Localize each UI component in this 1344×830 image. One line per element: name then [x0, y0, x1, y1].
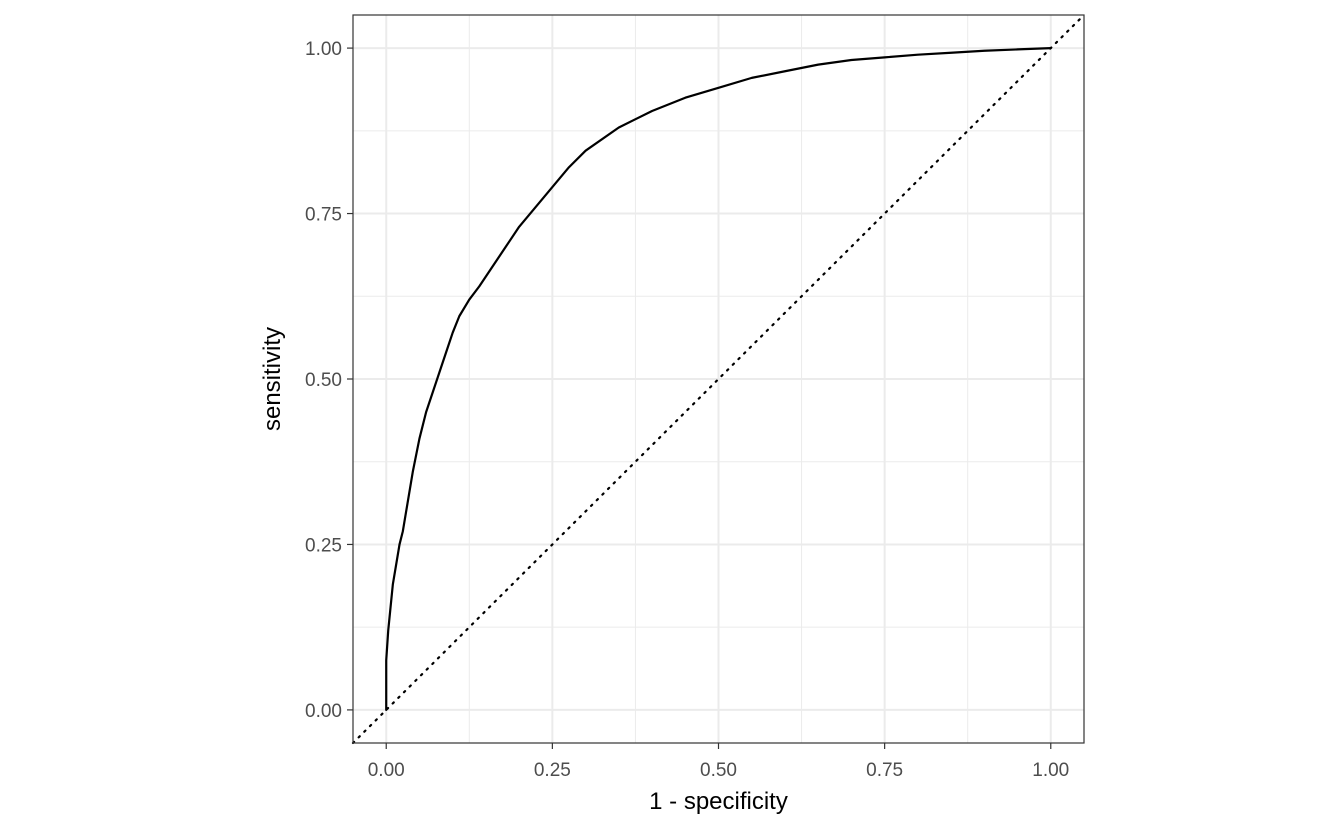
y-tick-label: 0.25	[305, 535, 342, 556]
major-gridlines	[353, 15, 1084, 743]
x-tick-label: 0.75	[866, 760, 903, 781]
x-axis-ticks: 0.00 0.25 0.50 0.75 1.00	[368, 743, 1069, 781]
y-tick-label: 1.00	[305, 39, 342, 60]
roc-curve-line	[385, 46, 1052, 712]
y-tick-label: 0.50	[305, 370, 342, 391]
y-tick-label: 0.75	[305, 205, 342, 226]
series-layer	[351, 13, 1086, 745]
x-tick-label: 0.25	[534, 760, 571, 781]
x-tick-label: 1.00	[1032, 760, 1069, 781]
x-tick-label: 0.00	[368, 760, 405, 781]
x-tick-label: 0.50	[700, 760, 737, 781]
x-axis-title: 1 - specificity	[649, 788, 788, 815]
y-axis-title: sensitivity	[259, 327, 286, 431]
y-axis-ticks: 0.00 0.25 0.50 0.75 1.00	[305, 39, 353, 722]
y-tick-label: 0.00	[305, 701, 342, 722]
